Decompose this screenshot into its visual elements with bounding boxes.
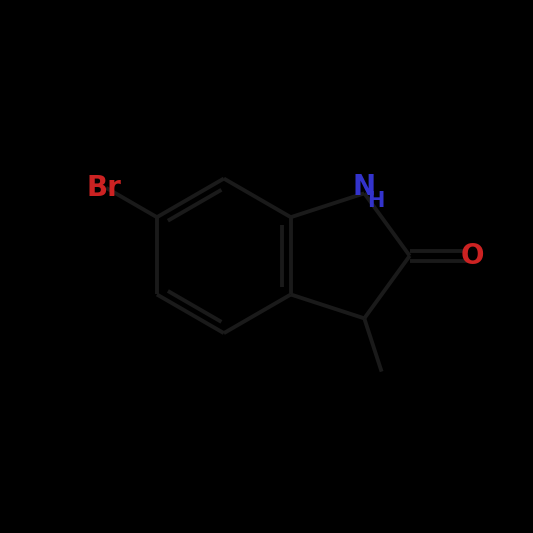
Text: N: N (353, 173, 376, 201)
Text: H: H (367, 191, 385, 211)
Text: O: O (461, 242, 484, 270)
Text: Br: Br (86, 174, 121, 202)
